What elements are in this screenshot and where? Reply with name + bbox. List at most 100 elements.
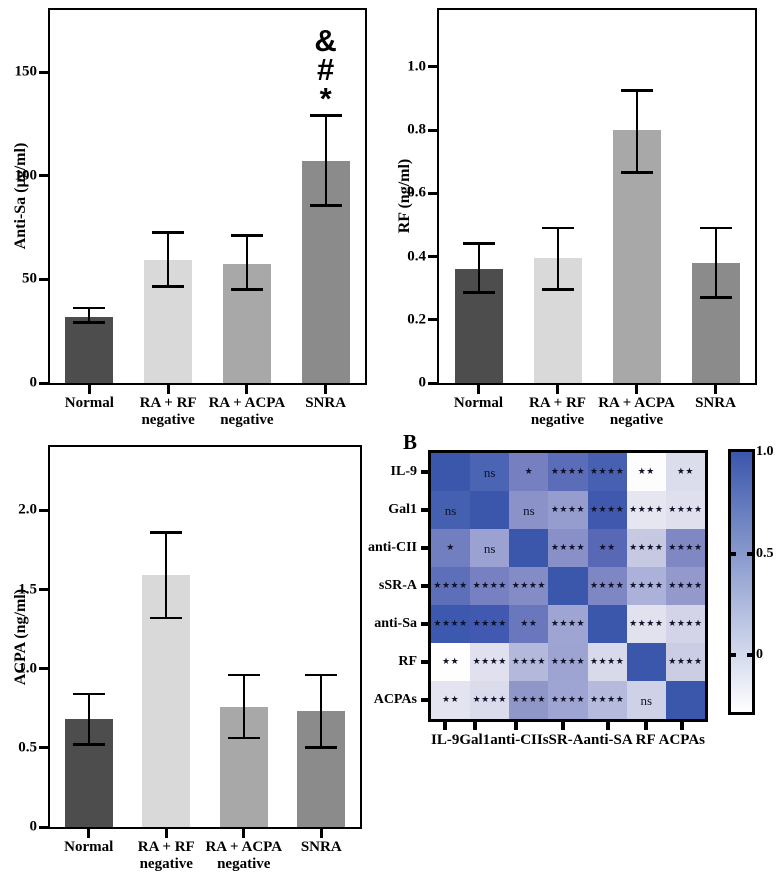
heatmap-row-label: ACPAs <box>374 681 428 719</box>
y-axis-tick <box>39 588 48 591</box>
colorbar-tick-label: 1.0 <box>756 444 774 459</box>
heatmap-cell-RF-vs-RF <box>626 643 666 681</box>
row-tick <box>421 470 428 474</box>
significance-stars: ★★★★ <box>433 618 468 629</box>
y-axis-tick <box>428 318 437 322</box>
x-axis-tick <box>245 385 249 394</box>
heatmap-cell-IL-9-vs-RF: ★★ <box>626 453 666 491</box>
col-tick <box>606 722 611 730</box>
y-axis-tick-label: 2.0 <box>18 501 37 518</box>
error-bar-snra <box>324 115 327 206</box>
row-label-text: anti-Sa <box>374 616 417 631</box>
heatmap-cell-ACPAs-vs-Gal1: ★★★★ <box>470 681 510 719</box>
heatmap-cell-sSR-A-vs-IL-9: ★★★★ <box>431 567 471 605</box>
row-tick <box>421 546 428 550</box>
significance-stars: ★★★★ <box>472 580 507 591</box>
error-bar-normal <box>477 243 480 293</box>
y-axis-tick-label: 50 <box>22 270 37 287</box>
significance-stars: ★★★★ <box>550 466 586 477</box>
x-axis-tick <box>319 829 323 838</box>
y-axis-tick <box>428 255 437 259</box>
y-axis-tick-label: 150 <box>14 63 38 80</box>
y-axis-tick <box>39 174 48 178</box>
row-label-text: RF <box>398 654 417 669</box>
heatmap-cell-Gal1-vs-IL-9: ns <box>431 491 471 529</box>
heatmap-grid: ns ★ ★★★★ ★★★★ ★★ ★★ ns ns ★★★★ ★★★★ ★★★★ ★★★★ ★ ns ★★… <box>428 450 708 722</box>
error-bar-ra-acpa <box>635 90 638 173</box>
heatmap-cell-RF-vs-anti-CII: ★★★★ <box>509 643 549 681</box>
x-axis-tick <box>477 385 480 394</box>
x-category-label-ra-acpa: RA + ACPA negative <box>598 395 675 428</box>
heatmap-row-label: RF <box>390 643 428 681</box>
colorbar-tick-right <box>747 653 752 658</box>
y-axis-tick <box>428 381 437 385</box>
heatmap-cell-RF-vs-ACPAs: ★★★★ <box>665 643 705 681</box>
heatmap-cell-anti-CII-vs-anti-SA: ★★ <box>587 529 627 567</box>
heatmap-cell-Gal1-vs-ACPAs: ★★★★ <box>665 491 705 529</box>
y-axis-tick <box>39 381 48 385</box>
y-axis-tick-label: 0.6 <box>407 184 426 201</box>
significance-stars: ★★★★ <box>629 542 664 553</box>
significance-stars: ★★ <box>442 694 460 705</box>
y-axis-tick-label: 1.0 <box>407 58 426 75</box>
error-bar-cap <box>227 736 260 740</box>
significance-stars: ★★ <box>676 466 694 477</box>
heatmap-cell-anti-Sa-vs-IL-9: ★★★★ <box>431 605 471 643</box>
heatmap-cell-Gal1-vs-anti-CII: ns <box>509 491 549 529</box>
y-axis-tick <box>39 746 48 750</box>
heatmap-row-label: IL-9 <box>390 453 428 491</box>
col-tick <box>679 722 684 730</box>
heatmap-col-label: IL-9 <box>431 722 459 749</box>
col-label-text: ACPAs <box>658 732 705 748</box>
significance-stars: ★★★★ <box>550 504 586 515</box>
anti-sa-bar-chart-panel: Anti-Sa (µg/ml) 0 50 100 150 Normal RA + RF n… <box>0 0 390 430</box>
significance-stars: ★★★★ <box>550 656 586 667</box>
heatmap-col-label: anti-SA <box>584 722 633 749</box>
x-category-label-ra-rf: RA + RF negative <box>137 839 195 872</box>
significance-marker: * <box>319 80 332 116</box>
significance-stars: ★★★★ <box>589 504 625 515</box>
error-bar-ra-rf <box>167 232 170 287</box>
significance-stars: ★★★★ <box>668 656 703 667</box>
heatmap-cell-IL-9-vs-IL-9 <box>431 453 471 491</box>
heatmap-cell-IL-9-vs-sSR-A: ★★★★ <box>548 453 588 491</box>
significance-stars: ★★★★ <box>472 618 507 629</box>
heatmap-cell-sSR-A-vs-sSR-A <box>548 567 588 605</box>
col-tick <box>643 722 648 730</box>
heatmap-cell-Gal1-vs-anti-SA: ★★★★ <box>587 491 627 529</box>
acpa-plot-area: 0 0.5 1.0 1.5 2.0 Normal RA + RF negative RA + … <box>18 445 362 872</box>
error-bar-snra <box>320 675 323 748</box>
error-bar-cap <box>150 616 183 619</box>
significance-stars: ★★★★ <box>668 618 703 629</box>
acpa-bar-chart-panel: ACPA (ng/ml) 0 0.5 1.0 1.5 2.0 Normal RA + RF … <box>0 430 390 872</box>
heatmap-col-label: RF <box>633 722 659 749</box>
heatmap-cell-anti-Sa-vs-ACPAs: ★★★★ <box>665 605 705 643</box>
significance-stars: ★★ <box>598 542 616 553</box>
row-tick <box>421 622 428 626</box>
significance-stars: ★★★★ <box>589 656 625 667</box>
heatmap-cell-sSR-A-vs-Gal1: ★★★★ <box>470 567 510 605</box>
heatmap-cell-anti-CII-vs-sSR-A: ★★★★ <box>548 529 588 567</box>
heatmap-cell-anti-CII-vs-IL-9: ★ <box>431 529 471 567</box>
error-bar-cap <box>73 306 106 310</box>
col-label-text: anti-SA <box>583 732 633 748</box>
y-axis-tick <box>39 667 48 671</box>
col-tick <box>443 722 448 730</box>
heatmap-col-label: ACPAs <box>659 722 705 749</box>
y-axis-tick-label: 0.4 <box>407 248 426 265</box>
heatmap-cell-ACPAs-vs-sSR-A: ★★★★ <box>548 681 588 719</box>
heatmap-cell-IL-9-vs-anti-SA: ★★★★ <box>587 453 627 491</box>
x-axis-tick <box>242 829 246 838</box>
colorbar-tick-right <box>747 551 752 556</box>
significance-markers: & # * <box>314 25 336 116</box>
y-axis-tick-label: 0 <box>29 374 38 391</box>
anti-sa-y-axis-label: Anti-Sa (µg/ml) <box>12 142 29 250</box>
row-tick <box>421 584 428 588</box>
x-axis-tick <box>164 829 168 838</box>
heatmap-row-label: sSR-A <box>379 567 428 605</box>
col-label-text: anti-CII <box>490 732 543 748</box>
error-bar-ra-acpa <box>245 235 248 290</box>
col-tick <box>561 722 566 730</box>
x-axis-tick <box>166 385 170 394</box>
y-axis-tick <box>428 128 437 132</box>
